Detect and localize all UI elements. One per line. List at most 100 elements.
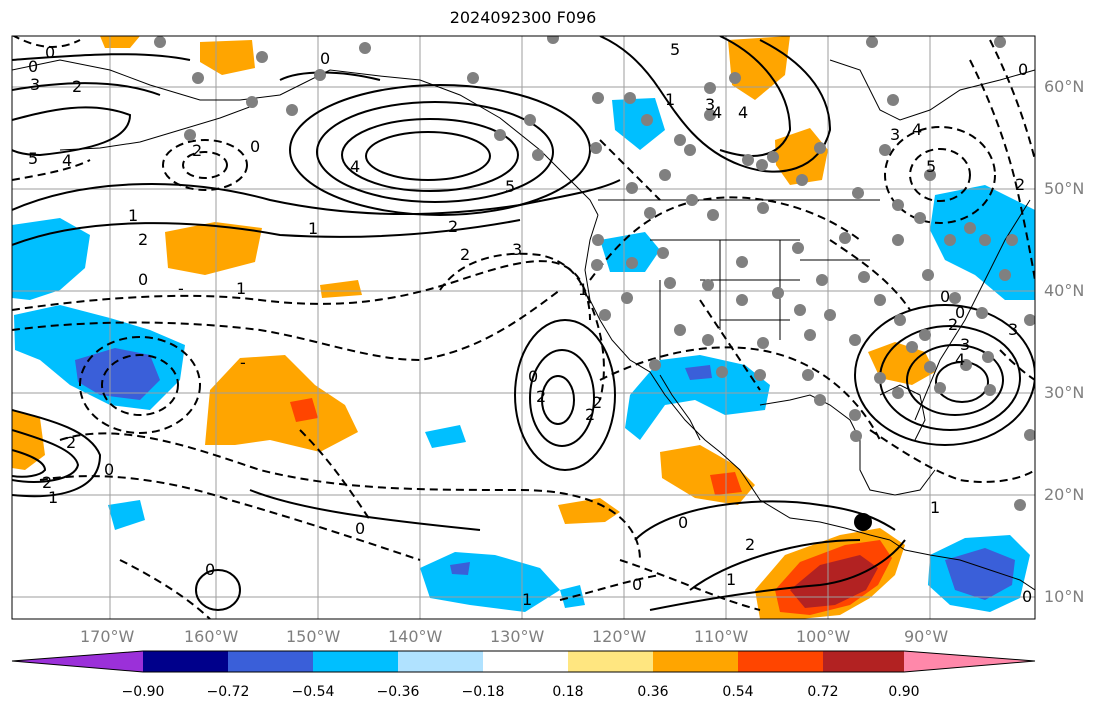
contour-label: 0	[632, 575, 642, 594]
contour-label: -	[178, 279, 184, 298]
colorbar-extend-high	[904, 651, 1035, 672]
contour-label: 2	[72, 77, 82, 96]
lon-label: 170°W	[80, 627, 135, 646]
colorbar-tick-label: −0.90	[121, 684, 165, 700]
contour-label: 1	[308, 219, 318, 238]
orange-area-1	[165, 222, 262, 275]
baja-peninsula	[659, 374, 701, 441]
contour-label: 4	[350, 157, 360, 176]
contour-label: 2	[448, 217, 458, 236]
contour-label: 3	[30, 75, 40, 94]
contour-label: 2	[192, 141, 202, 160]
colorbar-tick-label: 0.72	[807, 684, 839, 700]
colorbar-segment	[483, 651, 568, 672]
contour-label: 2	[948, 315, 958, 334]
contour-label: 3	[960, 335, 970, 354]
orange-area-10	[558, 498, 620, 524]
aleutian-chain	[59, 104, 256, 151]
contour-label: 4	[738, 103, 748, 122]
colorbar-tick-label: −0.18	[461, 684, 505, 700]
contour-label: 0	[205, 560, 215, 579]
lat-label: 40°N	[1044, 281, 1085, 300]
contour-label: 1	[522, 590, 532, 609]
colorbar-tick-label: 0.54	[722, 684, 754, 700]
lat-label: 30°N	[1044, 383, 1085, 402]
contour-label: 4	[912, 120, 922, 139]
orange-area-5	[200, 40, 255, 75]
colorbar-tick-label: −0.36	[376, 684, 420, 700]
contour-label: 4	[62, 151, 72, 170]
dashed-contours	[12, 36, 1035, 619]
deepblue-area-3	[685, 365, 712, 380]
contour-label: 0	[955, 303, 965, 322]
colorbar-tick-label: 0.18	[552, 684, 584, 700]
contour-label: 2	[460, 245, 470, 264]
contour-label: 5	[670, 40, 680, 59]
lon-label: 100°W	[796, 627, 851, 646]
lat-label: 10°N	[1044, 587, 1085, 606]
lat-label: 60°N	[1044, 77, 1085, 96]
contour-label: 0	[138, 270, 148, 289]
blue-area-3	[600, 232, 660, 272]
contour-label: 0	[1022, 587, 1032, 606]
contour-label: 1	[128, 206, 138, 225]
orange-area-3	[12, 410, 45, 470]
contour-label: 0	[940, 287, 950, 306]
contour-label: 0	[355, 519, 365, 538]
colorbar-outline	[11, 650, 1036, 673]
contour-label: 2	[592, 393, 602, 412]
contour-label: 5	[926, 157, 936, 176]
contour-label: 0	[104, 460, 114, 479]
red-area-1	[290, 398, 318, 422]
contour-label: 0	[320, 49, 330, 68]
contour-label: 2	[66, 433, 76, 452]
contour-label: 3	[512, 240, 522, 259]
colorbar-segment	[143, 651, 228, 672]
colorbar-segment	[228, 651, 313, 672]
colorbar-tick-label: −0.72	[206, 684, 250, 700]
contour-label: 5	[505, 177, 515, 196]
contour-label: 2	[585, 405, 595, 424]
colorbar-tick-label: 0.90	[888, 684, 920, 700]
lon-label: 140°W	[388, 627, 443, 646]
map-title: 2024092300 F096	[449, 8, 597, 27]
contour-label: 2	[745, 535, 755, 554]
hudson-bay	[829, 59, 1035, 121]
lon-label: 110°W	[694, 627, 749, 646]
contour-label: 2	[1015, 175, 1025, 194]
alaska-coast	[12, 59, 599, 216]
contour-label: 0	[678, 513, 688, 532]
contour-label: 0	[528, 367, 538, 386]
contour-label: 3	[890, 125, 900, 144]
contour-label: 1	[236, 279, 246, 298]
colorbar-segment	[568, 651, 653, 672]
colorbar-segment	[653, 651, 738, 672]
contour-label: 2	[42, 473, 52, 492]
contour-label: 1	[930, 498, 940, 517]
contour-label: 5	[28, 149, 38, 168]
blue-area-8	[425, 425, 466, 448]
colorbar-segment	[823, 651, 904, 672]
darkred-area-1	[790, 555, 878, 608]
colorbar-tick-label: −0.54	[291, 684, 335, 700]
contour-label: 1	[665, 90, 675, 109]
blue-area-10	[612, 98, 665, 150]
colorbar-segment	[738, 651, 823, 672]
contour-label: 1	[726, 570, 736, 589]
colorbar-extend-low	[12, 651, 143, 672]
orange-area-2	[205, 355, 358, 452]
lon-label: 90°W	[904, 627, 949, 646]
colorbar-segment	[398, 651, 483, 672]
lon-label: 150°W	[286, 627, 341, 646]
contour-label: 2	[138, 230, 148, 249]
lat-label: 50°N	[1044, 179, 1085, 198]
contour-label: 0	[1018, 60, 1028, 79]
lon-label: 120°W	[592, 627, 647, 646]
colorbar-segment	[313, 651, 398, 672]
contour-label: 0	[28, 57, 38, 76]
contour-labels: 0 2 0 4 3 5 4 1 2 1 0 - 2 0 1 0 4 5 2 3 …	[28, 40, 1032, 609]
solid-contours	[12, 36, 1035, 611]
deepblue-area-1	[75, 348, 160, 400]
contour-label: 1	[578, 280, 588, 299]
